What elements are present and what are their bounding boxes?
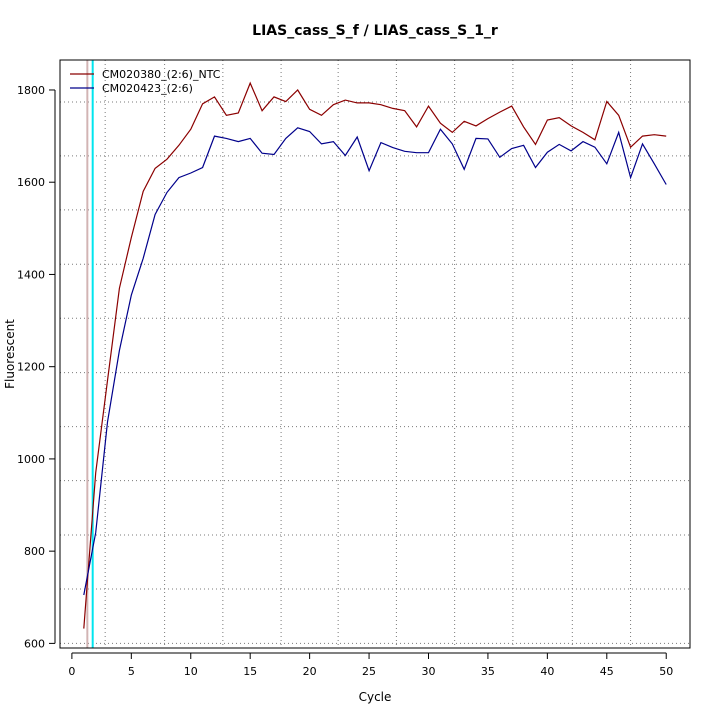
x-tick-label: 15 bbox=[243, 665, 257, 678]
x-axis: 0 5 10 15 20 25 30 35 40 45 50 bbox=[68, 652, 673, 678]
legend-label: CM020380_(2:6)_NTC bbox=[102, 68, 221, 81]
y-axis: 600 800 1000 1200 1400 1600 1800 bbox=[17, 84, 56, 650]
chart-title: LIAS_cass_S_f / LIAS_cass_S_1_r bbox=[252, 23, 498, 39]
y-tick-label: 1600 bbox=[17, 176, 45, 189]
y-axis-label: Fluorescent bbox=[3, 319, 17, 389]
y-tick-label: 1400 bbox=[17, 268, 45, 281]
x-tick-label: 5 bbox=[128, 665, 135, 678]
x-tick-label: 25 bbox=[362, 665, 376, 678]
plot-frame bbox=[59, 59, 691, 649]
x-tick-label: 45 bbox=[600, 665, 614, 678]
legend-label: CM020423_(2:6) bbox=[102, 82, 193, 95]
y-tick-label: 600 bbox=[24, 637, 45, 650]
x-tick-label: 20 bbox=[303, 665, 317, 678]
series-line bbox=[83, 127, 667, 596]
x-tick-label: 40 bbox=[540, 665, 554, 678]
series-lines bbox=[83, 81, 667, 629]
y-tick-label: 1200 bbox=[17, 361, 45, 374]
x-tick-label: 50 bbox=[659, 665, 673, 678]
y-tick-label: 1000 bbox=[17, 453, 45, 466]
grid bbox=[60, 60, 690, 648]
series-line bbox=[83, 81, 667, 629]
x-tick-label: 35 bbox=[481, 665, 495, 678]
y-tick-label: 1800 bbox=[17, 84, 45, 97]
y-tick-label: 800 bbox=[24, 545, 45, 558]
x-tick-label: 0 bbox=[68, 665, 75, 678]
x-axis-label: Cycle bbox=[359, 690, 392, 704]
x-tick-label: 10 bbox=[184, 665, 198, 678]
x-tick-label: 30 bbox=[421, 665, 435, 678]
